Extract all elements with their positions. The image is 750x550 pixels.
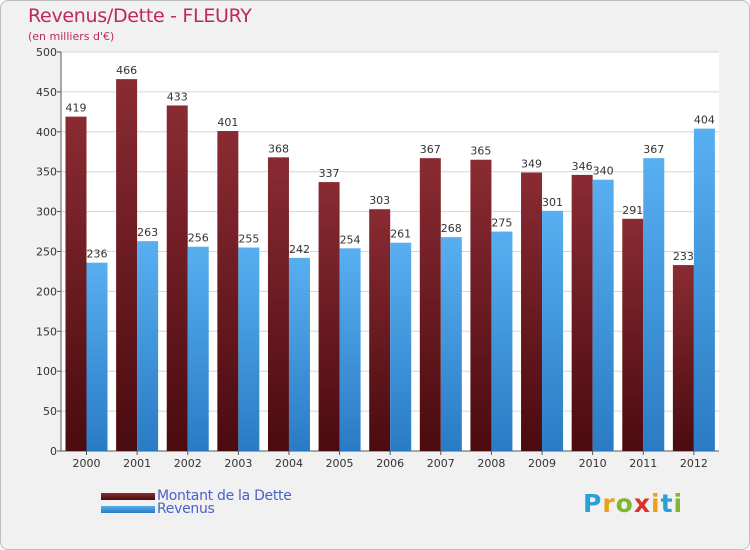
x-tick-label: 2007 bbox=[427, 457, 455, 470]
bar-dette bbox=[672, 265, 694, 451]
data-label-revenus: 254 bbox=[340, 233, 361, 246]
legend-label-revenus: Revenus bbox=[157, 501, 215, 517]
data-label-dette: 433 bbox=[167, 90, 188, 103]
legend-item-dette: Montant de la Dette bbox=[101, 488, 292, 504]
bar-revenus bbox=[339, 248, 361, 451]
legend-swatch-dette bbox=[101, 492, 155, 500]
logo-letter: i bbox=[673, 489, 684, 518]
x-tick-label: 2001 bbox=[123, 457, 151, 470]
x-tick-label: 2008 bbox=[477, 457, 505, 470]
proxiti-logo: Proxiti bbox=[583, 489, 683, 518]
data-label-revenus: 404 bbox=[694, 114, 715, 127]
bar-revenus bbox=[491, 231, 513, 451]
bar-dette bbox=[65, 116, 87, 451]
legend-item-revenus: Revenus bbox=[101, 501, 215, 517]
data-label-revenus: 255 bbox=[238, 233, 259, 246]
data-label-dette: 346 bbox=[572, 160, 593, 173]
data-label-dette: 337 bbox=[319, 167, 340, 180]
data-label-dette: 401 bbox=[217, 116, 238, 129]
data-label-revenus: 256 bbox=[188, 232, 209, 245]
bar-revenus bbox=[86, 262, 108, 451]
data-label-revenus: 340 bbox=[593, 165, 614, 178]
bar-dette bbox=[369, 209, 391, 451]
data-label-revenus: 367 bbox=[643, 143, 664, 156]
bar-dette bbox=[318, 182, 340, 451]
logo-letter: r bbox=[602, 489, 616, 518]
bar-dette bbox=[571, 174, 593, 451]
x-tick-label: 2010 bbox=[579, 457, 607, 470]
data-label-dette: 291 bbox=[622, 204, 643, 217]
data-label-revenus: 261 bbox=[390, 228, 411, 241]
x-tick-label: 2003 bbox=[224, 457, 252, 470]
x-tick-label: 2004 bbox=[275, 457, 303, 470]
data-label-dette: 365 bbox=[470, 145, 491, 158]
y-tick-label: 150 bbox=[36, 325, 57, 338]
bar-dette bbox=[166, 105, 188, 451]
logo-letter: i bbox=[651, 489, 661, 518]
bar-dette bbox=[521, 172, 543, 452]
bar-revenus bbox=[187, 246, 209, 451]
bar-revenus bbox=[288, 257, 310, 451]
y-tick-label: 200 bbox=[36, 285, 57, 298]
bar-dette bbox=[267, 157, 289, 451]
bar-revenus bbox=[390, 242, 412, 451]
data-label-dette: 367 bbox=[420, 143, 441, 156]
data-label-dette: 368 bbox=[268, 142, 289, 155]
bar-dette bbox=[470, 159, 492, 452]
y-tick-label: 0 bbox=[50, 445, 57, 458]
data-label-dette: 419 bbox=[66, 102, 87, 115]
y-tick-label: 50 bbox=[43, 405, 57, 418]
bar-revenus bbox=[542, 210, 564, 451]
bar-revenus bbox=[643, 158, 665, 451]
x-tick-label: 2002 bbox=[174, 457, 202, 470]
bar-revenus bbox=[440, 237, 462, 451]
bar-revenus bbox=[238, 247, 260, 451]
x-tick-label: 2012 bbox=[680, 457, 708, 470]
legend-swatch-revenus bbox=[101, 505, 155, 513]
y-tick-label: 350 bbox=[36, 166, 57, 179]
data-label-dette: 466 bbox=[116, 64, 137, 77]
data-label-revenus: 301 bbox=[542, 196, 563, 209]
x-tick-label: 2006 bbox=[376, 457, 404, 470]
logo-letter: P bbox=[583, 489, 603, 518]
legend-label-dette: Montant de la Dette bbox=[157, 488, 292, 504]
x-tick-label: 2011 bbox=[629, 457, 657, 470]
x-tick-label: 2005 bbox=[326, 457, 354, 470]
bar-dette bbox=[116, 79, 138, 451]
chart-subtitle: (en milliers d'€) bbox=[28, 30, 115, 43]
data-label-revenus: 263 bbox=[137, 226, 158, 239]
logo-letter: t bbox=[660, 489, 674, 518]
data-label-dette: 303 bbox=[369, 194, 390, 207]
data-label-revenus: 268 bbox=[441, 222, 462, 235]
chart-title: Revenus/Dette - FLEURY bbox=[28, 5, 252, 27]
y-tick-label: 250 bbox=[36, 246, 57, 259]
logo-letter: o bbox=[615, 489, 634, 518]
bar-dette bbox=[217, 131, 239, 451]
logo-letter: x bbox=[633, 489, 651, 518]
data-label-revenus: 275 bbox=[491, 217, 512, 230]
data-label-revenus: 236 bbox=[87, 248, 108, 261]
x-tick-label: 2000 bbox=[73, 457, 101, 470]
y-tick-label: 500 bbox=[36, 46, 57, 59]
x-tick-label: 2009 bbox=[528, 457, 556, 470]
bar-dette bbox=[622, 218, 644, 451]
bar-revenus bbox=[592, 179, 614, 451]
bar-dette bbox=[419, 158, 441, 451]
data-label-dette: 233 bbox=[673, 250, 694, 263]
y-tick-label: 100 bbox=[36, 365, 57, 378]
data-label-dette: 349 bbox=[521, 157, 542, 170]
y-tick-label: 300 bbox=[36, 206, 57, 219]
y-tick-label: 400 bbox=[36, 126, 57, 139]
data-label-revenus: 242 bbox=[289, 243, 310, 256]
bar-revenus bbox=[693, 128, 715, 451]
y-tick-label: 450 bbox=[36, 86, 57, 99]
bar-revenus bbox=[137, 241, 159, 451]
